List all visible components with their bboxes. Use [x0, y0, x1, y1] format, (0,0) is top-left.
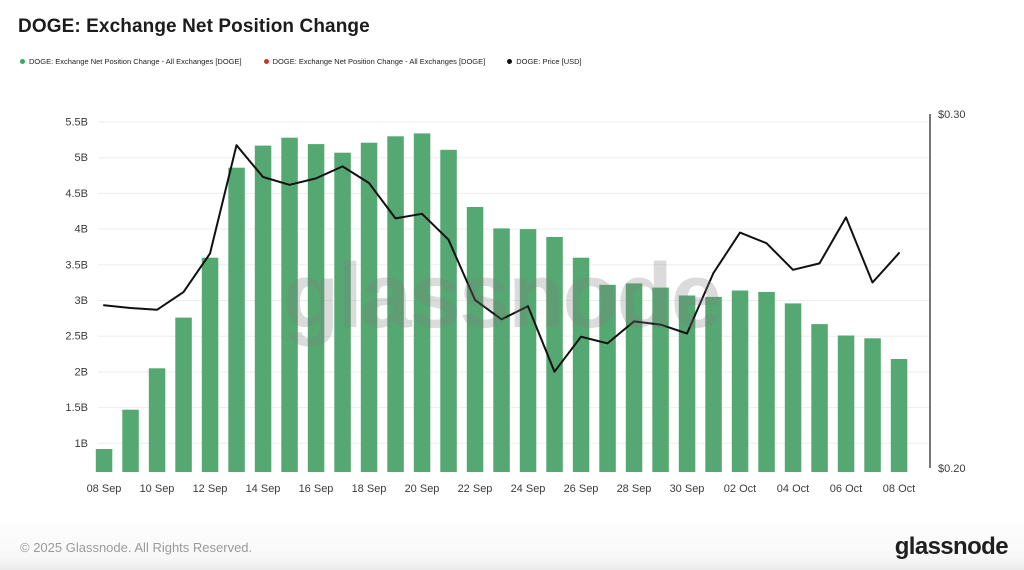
left-axis-tick-label: 3.5B: [65, 259, 88, 271]
bar-05-oct[interactable]: [811, 324, 828, 472]
black-dot-icon: [507, 59, 513, 64]
x-axis-tick-label: 28 Sep: [617, 483, 652, 495]
x-axis-tick-label: 20 Sep: [405, 483, 440, 495]
bar-18-sep[interactable]: [360, 142, 378, 472]
left-axis-tick-label: 1.5B: [65, 402, 88, 414]
bar-10-sep[interactable]: [148, 368, 166, 472]
bar-25-sep[interactable]: [546, 237, 563, 472]
left-axis-tick-label: 5B: [75, 152, 88, 164]
chart-svg[interactable]: 5.5B 5B 4.5B 4B 3.5B 3B 2.5B 2B 1.5B 1B $0.30 $0.20…: [0, 0, 1024, 520]
left-axis-tick-label: 2.5B: [65, 331, 88, 343]
left-axis-tick-label: 1B: [75, 438, 88, 450]
x-axis-tick-label: 02 Oct: [724, 483, 756, 495]
x-axis-tick-label: 18 Sep: [352, 483, 387, 495]
bar-26-sep[interactable]: [572, 257, 590, 472]
x-axis-tick-label: 16 Sep: [299, 483, 334, 495]
bar-09-sep[interactable]: [122, 409, 139, 472]
price-line: [103, 144, 900, 373]
x-axis-tick-label: 26 Sep: [564, 483, 599, 495]
bar-29-sep[interactable]: [652, 287, 669, 472]
bar-14-sep[interactable]: [254, 145, 272, 472]
x-axis-tick-label: 30 Sep: [670, 483, 705, 495]
x-axis-tick-label: 08 Sep: [87, 483, 122, 495]
bar-27-sep[interactable]: [599, 284, 616, 472]
x-axis-tick-label: 04 Oct: [777, 483, 809, 495]
left-axis-tick-label: 4B: [75, 224, 88, 236]
left-axis-tick-label: 4.5B: [65, 188, 88, 200]
bar-30-sep[interactable]: [678, 295, 696, 473]
x-axis-tick-label: 10 Sep: [140, 483, 175, 495]
bar-20-sep[interactable]: [413, 133, 431, 472]
bar-28-sep[interactable]: [625, 283, 643, 472]
bar-24-sep[interactable]: [519, 229, 537, 472]
page-title: DOGE: Exchange Net Position Change: [18, 16, 370, 37]
bar-08-oct[interactable]: [890, 359, 908, 472]
red-dot-icon: [263, 59, 269, 64]
chart-plot-area[interactable]: 5.5B 5B 4.5B 4B 3.5B 3B 2.5B 2B 1.5B 1B $0.30 $0.20…: [0, 0, 1024, 520]
bar-23-sep[interactable]: [493, 228, 510, 472]
bar-06-oct[interactable]: [837, 335, 855, 473]
x-axis-tick-label: 06 Oct: [830, 483, 862, 495]
glassnode-logo: glassnode: [894, 533, 1009, 560]
bar-11-sep[interactable]: [175, 317, 192, 472]
bar-22-sep[interactable]: [466, 207, 484, 472]
right-axis-tick-label: $0.20: [938, 463, 966, 475]
green-dot-icon: [20, 59, 25, 64]
bar-08-sep[interactable]: [95, 449, 113, 472]
x-axis-tick-label: 22 Sep: [458, 483, 493, 495]
bar-03-oct[interactable]: [758, 291, 775, 472]
legend-label: DOGE: Exchange Net Position Change - All…: [29, 57, 242, 66]
bar-19-sep[interactable]: [387, 136, 404, 473]
bar-12-sep[interactable]: [201, 257, 219, 472]
bar-07-oct[interactable]: [864, 338, 881, 472]
legend-label: DOGE: Exchange Net Position Change - All…: [272, 57, 486, 66]
copyright-text: © 2025 Glassnode. All Rights Reserved.: [20, 539, 253, 555]
legend-label: DOGE: Price [USD]: [516, 57, 582, 66]
x-axis-tick-label: 24 Sep: [511, 483, 546, 495]
right-axis-tick-label: $0.30: [938, 109, 966, 121]
legend-item-net-position-green[interactable]: DOGE: Exchange Net Position Change - All…: [20, 57, 242, 66]
legend: DOGE: Exchange Net Position Change - All…: [20, 57, 582, 66]
legend-item-net-position-red[interactable]: DOGE: Exchange Net Position Change - All…: [263, 57, 486, 66]
x-axis-tick-label: 12 Sep: [193, 483, 228, 495]
bar-02-oct[interactable]: [731, 290, 749, 473]
left-axis-tick-label: 5.5B: [65, 117, 88, 129]
left-axis-tick-label: 2B: [75, 366, 88, 378]
bar-21-sep[interactable]: [440, 149, 457, 473]
bar-04-oct[interactable]: [784, 303, 802, 472]
x-axis-tick-label: 14 Sep: [246, 483, 281, 495]
footer: © 2025 Glassnode. All Rights Reserved. g…: [0, 524, 1024, 570]
bar-15-sep[interactable]: [281, 137, 298, 472]
bar-13-sep[interactable]: [228, 167, 245, 472]
bar-16-sep[interactable]: [307, 144, 325, 472]
legend-item-price[interactable]: DOGE: Price [USD]: [507, 57, 582, 66]
x-axis-tick-label: 08 Oct: [883, 483, 915, 495]
bar-01-oct[interactable]: [705, 296, 722, 472]
left-axis-tick-label: 3B: [75, 295, 88, 307]
bar-17-sep[interactable]: [334, 152, 351, 472]
